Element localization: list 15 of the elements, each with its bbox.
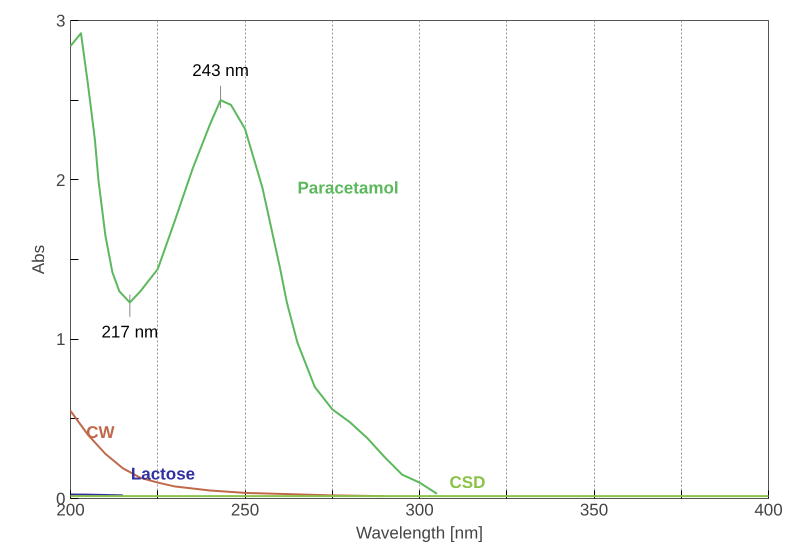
annotation: 243 nm [192, 61, 249, 80]
y-tick-label: 2 [56, 170, 66, 190]
x-tick-label: 300 [405, 500, 434, 520]
x-tick-label: 400 [754, 500, 783, 520]
series-label: Lactose [130, 464, 196, 484]
line-series [70, 32, 438, 495]
annotation: 217 nm [101, 322, 158, 342]
y-tick-label: 3 [56, 12, 66, 30]
y-tick-label: 1 [56, 330, 66, 350]
y-axis-title: Abs [29, 244, 48, 274]
x-axis-title: Wavelength [nm] [356, 524, 483, 542]
series-label: Paracetamol [297, 178, 399, 198]
x-tick-label: 350 [580, 500, 608, 520]
series-label: CSD [450, 473, 486, 492]
x-tick-label: 250 [230, 500, 260, 520]
